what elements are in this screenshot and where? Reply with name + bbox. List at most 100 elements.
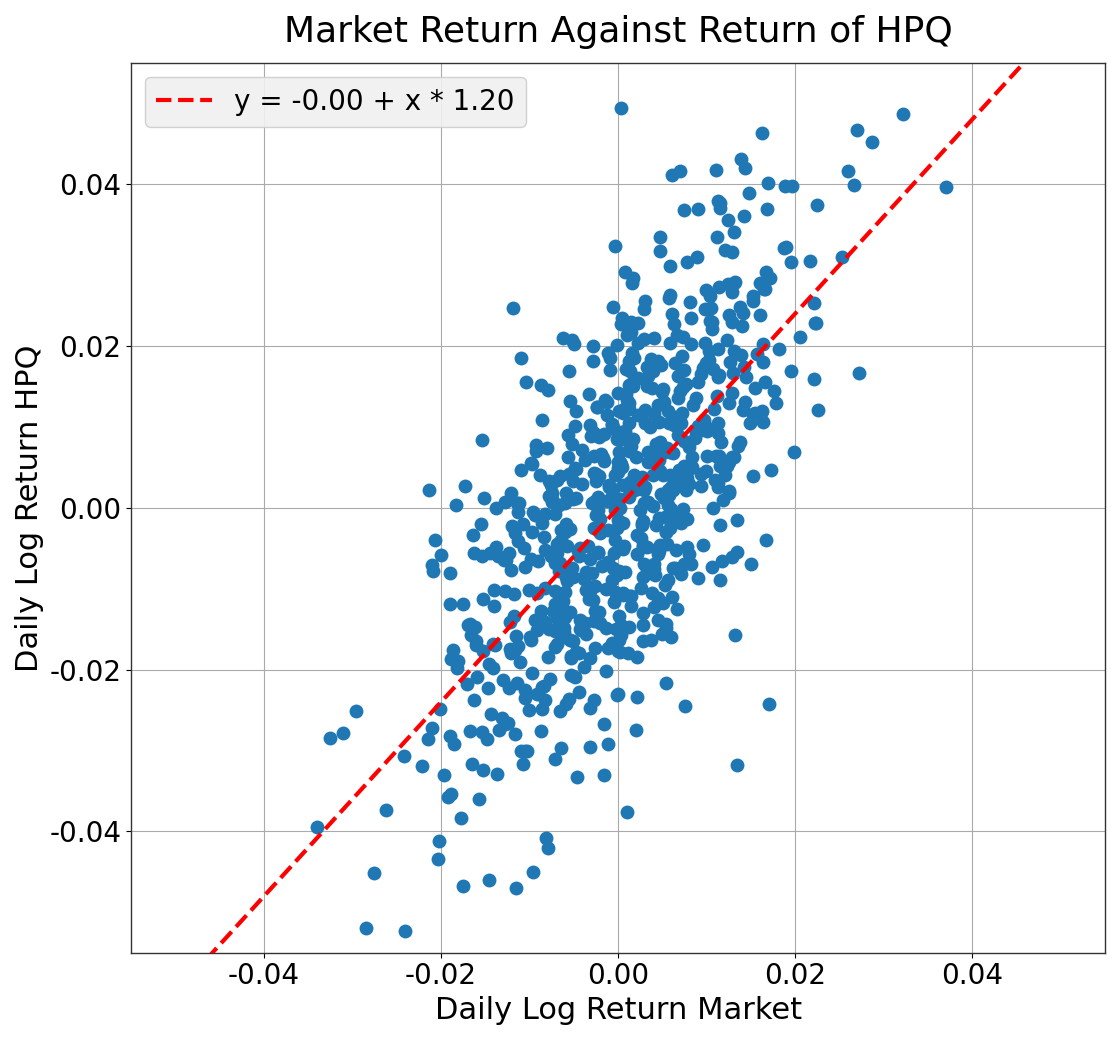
- Point: [646, 566, 664, 582]
- Point: [720, 453, 738, 470]
- Point: [584, 592, 601, 608]
- Point: [724, 385, 741, 401]
- Point: [726, 448, 744, 465]
- Point: [627, 546, 645, 563]
- Point: [452, 810, 470, 827]
- Point: [724, 314, 741, 331]
- Point: [651, 543, 669, 560]
- Point: [612, 315, 629, 332]
- Point: [587, 578, 605, 595]
- Point: [692, 422, 710, 439]
- Point: [506, 642, 524, 658]
- Point: [571, 621, 589, 638]
- Point: [496, 494, 514, 511]
- Point: [430, 832, 448, 849]
- Point: [629, 335, 647, 352]
- Point: [591, 446, 609, 463]
- Point: [692, 466, 710, 483]
- Point: [556, 608, 573, 625]
- Point: [664, 444, 682, 461]
- Point: [636, 292, 654, 309]
- Point: [698, 422, 716, 439]
- Point: [479, 680, 497, 697]
- Point: [627, 449, 645, 466]
- Point: [661, 510, 679, 526]
- Point: [441, 728, 459, 745]
- Point: [643, 380, 661, 396]
- Point: [599, 522, 617, 539]
- Point: [670, 462, 688, 478]
- Point: [560, 561, 578, 577]
- Point: [480, 545, 498, 562]
- Point: [635, 301, 653, 317]
- Point: [688, 424, 706, 441]
- Point: [600, 478, 618, 495]
- Point: [442, 785, 460, 802]
- Point: [710, 279, 728, 295]
- Point: [460, 723, 478, 739]
- Point: [659, 536, 676, 552]
- Point: [689, 570, 707, 587]
- Point: [441, 596, 459, 613]
- Point: [606, 237, 624, 254]
- Point: [634, 539, 652, 555]
- Point: [628, 480, 646, 497]
- Point: [514, 756, 532, 773]
- Point: [694, 360, 712, 376]
- Point: [657, 487, 675, 503]
- Point: [700, 420, 718, 437]
- Point: [485, 582, 503, 599]
- Point: [540, 621, 558, 638]
- Point: [539, 649, 557, 666]
- Point: [651, 463, 669, 479]
- Point: [479, 656, 497, 673]
- Point: [641, 565, 659, 581]
- Point: [656, 620, 674, 636]
- Point: [529, 552, 547, 569]
- Point: [596, 425, 614, 442]
- Point: [647, 436, 665, 452]
- Point: [680, 475, 698, 492]
- Point: [552, 531, 570, 548]
- Point: [542, 548, 560, 565]
- Point: [688, 390, 706, 407]
- Point: [594, 450, 612, 467]
- Point: [752, 307, 769, 323]
- Point: [576, 569, 594, 586]
- Point: [586, 692, 604, 708]
- Point: [748, 346, 766, 363]
- Point: [580, 550, 598, 567]
- X-axis label: Daily Log Return Market: Daily Log Return Market: [435, 996, 802, 1025]
- Point: [526, 437, 544, 453]
- Point: [728, 544, 746, 561]
- Point: [629, 407, 647, 423]
- Point: [526, 506, 544, 523]
- Point: [554, 624, 572, 641]
- Point: [520, 581, 538, 598]
- Point: [777, 238, 795, 255]
- Point: [809, 401, 827, 418]
- Point: [625, 349, 643, 366]
- Point: [848, 122, 866, 138]
- Point: [698, 355, 716, 371]
- Point: [701, 313, 719, 330]
- Point: [465, 692, 483, 708]
- Point: [532, 603, 550, 620]
- Point: [588, 427, 606, 444]
- Point: [543, 494, 561, 511]
- Point: [610, 632, 628, 649]
- Point: [581, 738, 599, 755]
- Point: [682, 310, 700, 327]
- Point: [442, 650, 460, 667]
- Point: [564, 336, 582, 353]
- Point: [700, 342, 718, 359]
- Point: [785, 443, 803, 460]
- Point: [710, 194, 728, 211]
- Point: [506, 726, 524, 743]
- Point: [576, 615, 594, 631]
- Point: [510, 495, 528, 512]
- Point: [612, 644, 629, 660]
- Point: [682, 556, 700, 573]
- Point: [732, 151, 750, 167]
- Point: [762, 269, 780, 286]
